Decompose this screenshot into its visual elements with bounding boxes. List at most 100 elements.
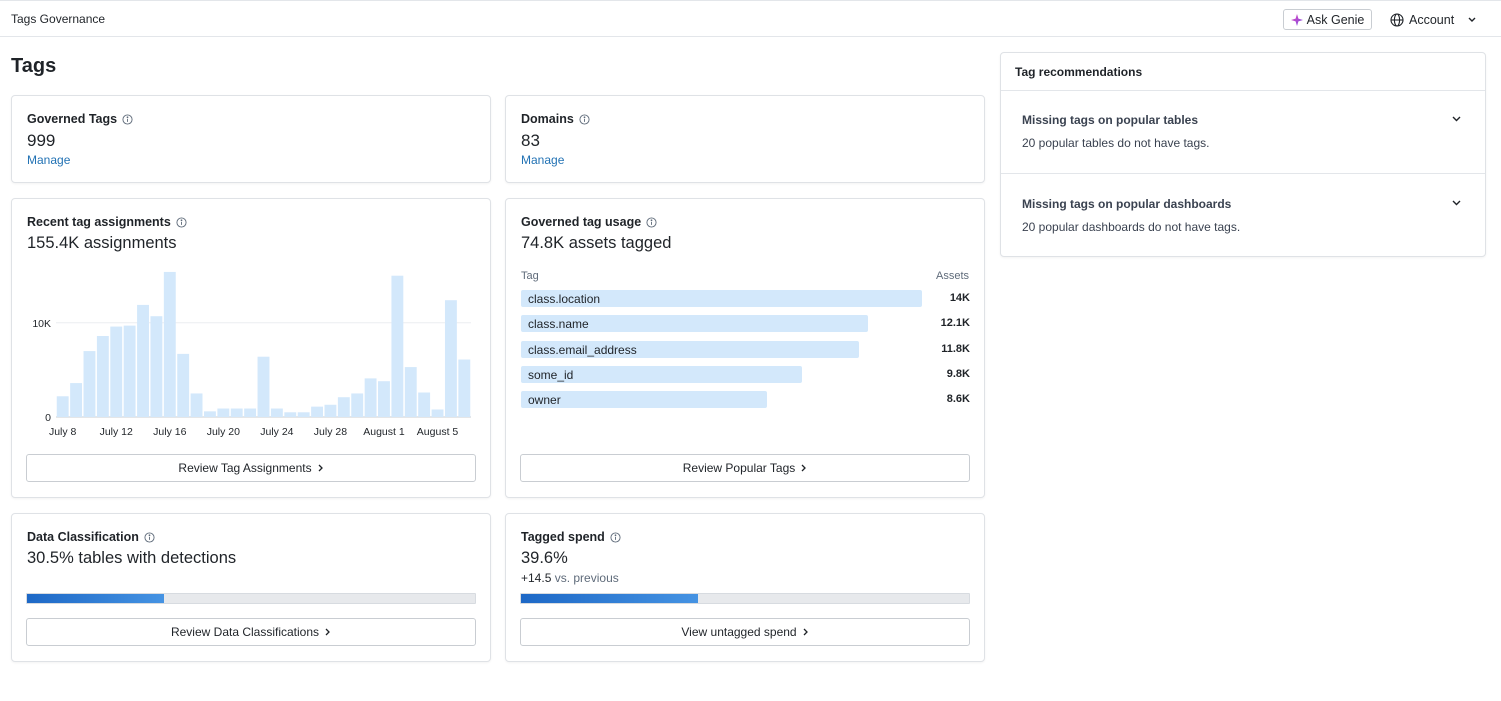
account-label: Account xyxy=(1409,12,1455,27)
chart-bar xyxy=(190,393,203,417)
tag-usage-row[interactable]: class.location 14K xyxy=(521,290,970,307)
recommendation-dashboards-title[interactable]: Missing tags on popular dashboards xyxy=(1022,197,1232,211)
chart-bar xyxy=(244,408,257,417)
app-title: Tags Governance xyxy=(11,12,106,26)
chart-bar xyxy=(404,367,417,417)
chevron-down-icon[interactable] xyxy=(1452,116,1461,122)
data-classification-card: Data Classification 30.5% tables with de… xyxy=(11,513,491,662)
recommendation-dashboards-desc: 20 popular dashboards do not have tags. xyxy=(1022,220,1241,234)
chevron-right-icon xyxy=(318,464,323,472)
view-untagged-spend-button[interactable]: View untagged spend xyxy=(520,618,970,646)
tag-usage-value: 12.1K xyxy=(940,317,970,330)
x-tick-label: August 5 xyxy=(417,426,459,438)
chart-bar xyxy=(83,351,96,417)
domains-manage-link[interactable]: Manage xyxy=(521,153,565,167)
governed-usage-title: Governed tag usage xyxy=(521,215,657,229)
chevron-right-icon xyxy=(803,628,808,636)
tag-usage-row[interactable]: class.name 12.1K xyxy=(521,315,970,333)
governed-usage-total: 74.8K assets tagged xyxy=(521,234,672,252)
info-icon[interactable] xyxy=(122,113,133,125)
chart-bar xyxy=(56,396,69,417)
chart-bar xyxy=(378,381,390,417)
info-icon[interactable] xyxy=(646,216,657,228)
chart-bar xyxy=(311,406,323,417)
recommendation-tables-title[interactable]: Missing tags on popular tables xyxy=(1022,113,1199,127)
chart-bar xyxy=(270,408,283,417)
tagged-spend-delta-value: +14.5 xyxy=(521,571,552,585)
governed-tags-card: Governed Tags 999 Manage xyxy=(11,95,491,183)
tag-usage-bar xyxy=(521,365,802,383)
review-data-classifications-label: Review Data Classifications xyxy=(170,625,320,639)
info-icon[interactable] xyxy=(579,113,590,125)
data-classification-progress-fill xyxy=(27,594,164,603)
top-bar: Tags Governance Ask Genie Account xyxy=(0,0,1501,37)
chart-bar xyxy=(444,300,457,417)
chart-bar xyxy=(163,271,176,417)
globe-icon xyxy=(1390,12,1404,27)
tag-recommendations-panel: Tag recommendations Missing tags on popu… xyxy=(1000,52,1486,257)
divider xyxy=(1001,173,1485,174)
account-menu[interactable]: Account xyxy=(1390,10,1477,29)
x-tick-label: July 16 xyxy=(153,426,186,438)
chart-bar xyxy=(123,325,136,417)
tag-usage-value: 14K xyxy=(949,292,970,304)
chart-bar xyxy=(177,353,190,417)
chart-bar xyxy=(137,304,149,417)
review-data-classifications-button[interactable]: Review Data Classifications xyxy=(26,618,476,646)
governed-tags-count: 999 xyxy=(27,131,56,150)
tagged-spend-progress-fill xyxy=(521,594,699,603)
tag-usage-label: some_id xyxy=(528,367,574,382)
tagged-spend-value: 39.6% xyxy=(521,549,568,567)
x-tick-label: July 12 xyxy=(100,426,133,438)
chart-bar xyxy=(70,383,83,417)
tagged-spend-card: Tagged spend 39.6% +14.5 vs. previous Vi… xyxy=(505,513,985,662)
data-classification-title: Data Classification xyxy=(27,530,155,544)
governed-tags-manage-link[interactable]: Manage xyxy=(27,153,71,167)
tag-usage-bar xyxy=(521,290,922,307)
domains-title: Domains xyxy=(521,112,590,126)
chart-bar xyxy=(351,393,364,417)
ask-genie-label: Ask Genie xyxy=(1306,12,1365,27)
info-icon[interactable] xyxy=(610,531,621,543)
assignments-bar-chart: 0 10K July 8 July 12 July 16 July 20 July 24 Ju… xyxy=(32,271,471,438)
recent-assignments-card: Recent tag assignments 155.4K assignment… xyxy=(11,198,491,498)
tagged-spend-title-text: Tagged spend xyxy=(521,530,605,544)
chart-bar xyxy=(96,335,109,417)
chart-bar xyxy=(230,408,243,417)
chevron-right-icon xyxy=(325,628,330,636)
review-popular-tags-button[interactable]: Review Popular Tags xyxy=(520,454,970,482)
chart-bar xyxy=(150,316,163,417)
recent-assignments-title: Recent tag assignments xyxy=(27,215,187,229)
governed-usage-card: Governed tag usage 74.8K assets tagged T… xyxy=(505,198,985,498)
chart-bar xyxy=(458,359,471,417)
governed-tags-title: Governed Tags xyxy=(27,112,133,126)
chart-bar xyxy=(431,409,444,417)
domains-title-text: Domains xyxy=(521,112,574,126)
y-tick-label: 10K xyxy=(32,318,51,330)
y-tick-label: 0 xyxy=(45,412,51,424)
chart-bar xyxy=(364,378,377,417)
review-popular-tags-label: Review Popular Tags xyxy=(682,461,796,475)
x-tick-label: July 8 xyxy=(49,426,77,438)
info-icon[interactable] xyxy=(176,216,187,228)
chevron-down-icon[interactable] xyxy=(1452,200,1461,206)
tag-usage-value: 8.6K xyxy=(946,393,970,406)
tag-usage-label: owner xyxy=(528,393,561,408)
chart-bar xyxy=(110,326,123,417)
info-icon[interactable] xyxy=(144,531,155,543)
assets-column-header: Assets xyxy=(935,270,969,282)
tag-usage-row[interactable]: owner 8.6K xyxy=(521,391,970,409)
ask-genie-button[interactable]: Ask Genie xyxy=(1283,9,1372,30)
tag-usage-row[interactable]: class.email_address 11.8K xyxy=(521,340,970,358)
tag-usage-label: class.location xyxy=(528,292,601,306)
x-tick-label: July 20 xyxy=(207,426,240,438)
sparkle-icon xyxy=(1290,13,1303,26)
tag-recommendations-title: Tag recommendations xyxy=(1015,65,1143,79)
review-tag-assignments-button[interactable]: Review Tag Assignments xyxy=(26,454,476,482)
tagged-spend-delta: +14.5 vs. previous xyxy=(521,571,619,585)
tag-usage-row[interactable]: some_id 9.8K xyxy=(521,365,970,383)
tag-usage-label: class.email_address xyxy=(528,342,637,357)
governed-tags-title-text: Governed Tags xyxy=(27,112,118,126)
tag-usage-value: 11.8K xyxy=(941,342,970,355)
data-classification-value: 30.5% tables with detections xyxy=(27,549,237,567)
